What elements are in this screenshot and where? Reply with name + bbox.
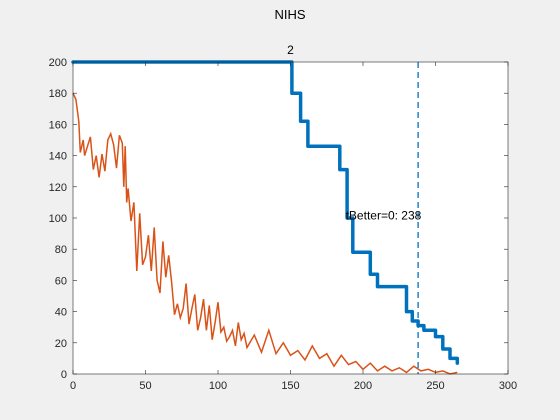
y-tick-label: 200 [49,57,67,69]
chart-ticks: 0 50 100 150 200 250 300 0 20 40 60 80 100 120 140 160 1… [49,57,518,392]
annotation-top: 2 [287,43,294,57]
y-tick-label: 0 [61,369,67,381]
chart-annotations: 2 tBetter=0: 238 [287,43,421,222]
annotation-threshold: tBetter=0: 238 [346,209,422,223]
y-tick-label: 140 [49,151,67,163]
y-tick-label: 80 [55,244,67,256]
chart-marks [71,60,460,375]
y-tick-label: 160 [49,119,67,131]
chart-title: NIHS [274,7,305,22]
x-tick-label: 100 [209,380,227,392]
x-tick-label: 250 [426,380,444,392]
x-tick-label: 0 [70,380,76,392]
x-tick-label: 300 [499,380,517,392]
y-tick-label: 20 [55,338,67,350]
axes-box [72,61,509,375]
x-tick-label: 200 [354,380,372,392]
y-tick-label: 40 [55,307,67,319]
y-tick-label: 180 [49,88,67,100]
x-tick-label: 50 [139,380,151,392]
series-line-1 [71,60,460,365]
series-line-2 [72,92,458,375]
axes-background [73,62,508,374]
y-tick-label: 60 [55,275,67,287]
y-tick-label: 120 [49,182,67,194]
x-tick-label: 150 [281,380,299,392]
y-tick-label: 100 [49,213,67,225]
